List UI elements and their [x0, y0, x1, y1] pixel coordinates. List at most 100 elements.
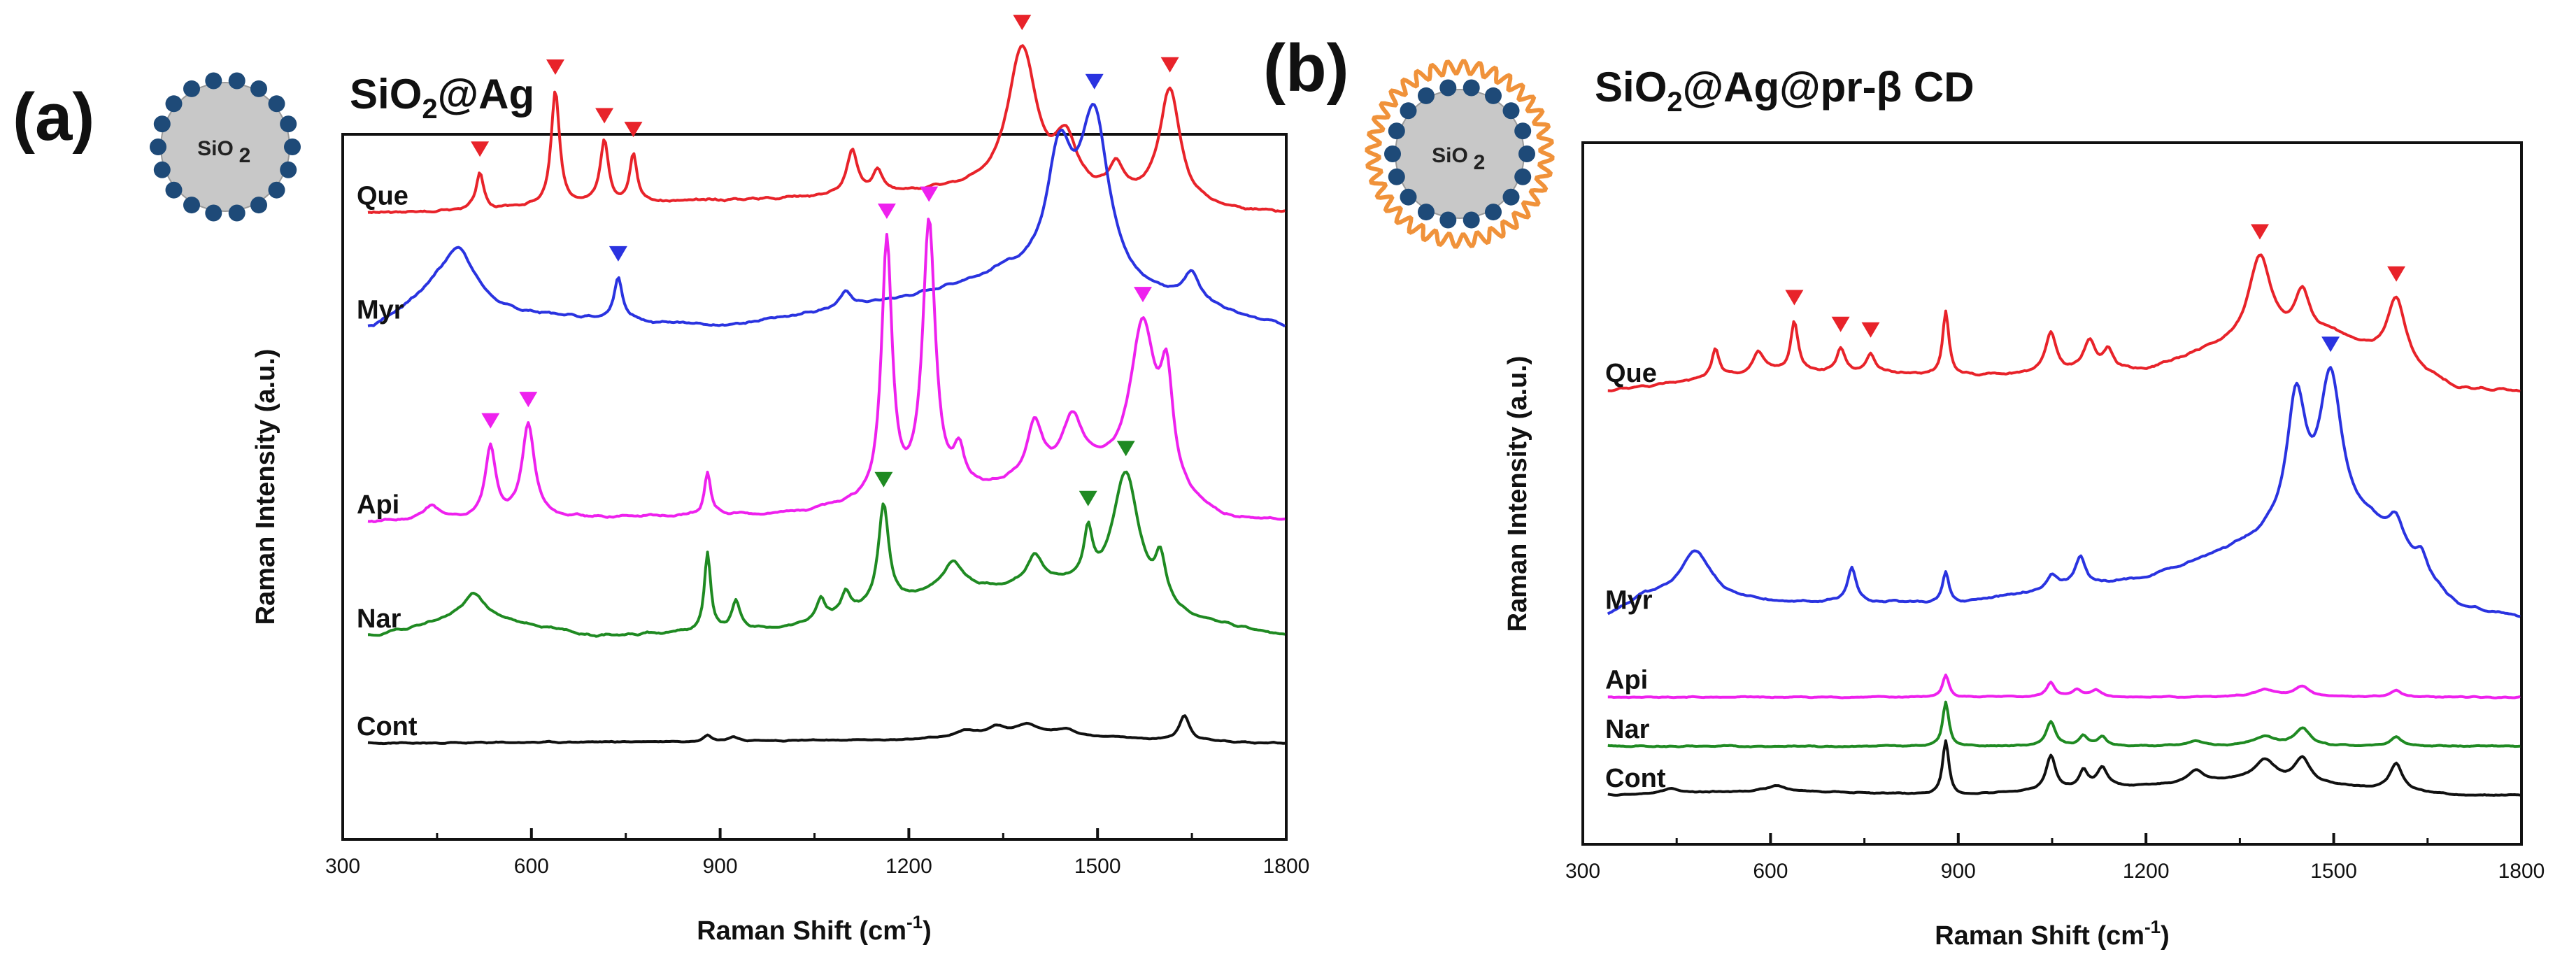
sample-label-nar: Nar [1605, 715, 1650, 744]
peak-marker-que-1600 [2387, 266, 2406, 282]
chart-b-title: SiO2@Ag@pr-β CD [1595, 64, 1974, 118]
sample-label-api: Api [1605, 666, 1648, 695]
peak-marker-myr-738 [609, 246, 627, 262]
peak-marker-que-638 [546, 59, 564, 75]
sample-labels-a: Que Myr Api Nar Cont [357, 181, 418, 741]
sio2-ag-cd-inset: SiO 2 [1365, 59, 1555, 249]
y-axis-title-b: Raman Intensity (a.u.) [1503, 356, 1532, 632]
peak-marker-que-518 [471, 141, 490, 157]
ag-particle [250, 197, 267, 214]
trace-nar [367, 470, 1286, 638]
cyclodextrin-layer [1365, 59, 1555, 249]
x-tick-label-300: 300 [325, 855, 360, 878]
x-tick-label-600: 600 [514, 855, 549, 878]
ag-particle [165, 95, 183, 113]
x-tick-label-1200: 1200 [885, 855, 932, 878]
traces-a [367, 44, 1286, 746]
trace-myr [1607, 366, 2521, 618]
x-axis-ticks-a: 300 600 900 1200 1500 1800 [325, 828, 1309, 878]
ag-particle [1502, 102, 1520, 120]
inset-label: SiO [197, 137, 234, 160]
sample-label-que: Que [1605, 359, 1657, 388]
trace-que [1607, 253, 2521, 393]
ag-particle [153, 115, 171, 133]
ag-particle [1400, 188, 1417, 206]
peak-marker-api-1232 [920, 186, 939, 202]
ag-particle [1518, 145, 1535, 162]
x-axis-title-b: Raman Shift (cm-1) [1935, 916, 2170, 951]
ag-particle [280, 115, 297, 133]
peak-marker-nar-1160 [874, 471, 893, 488]
inset-subscript: 2 [1474, 151, 1486, 174]
panel-a: (a) SiO 2 SiO2@Ag Que Myr Api Nar Cont 300 60… [13, 15, 1309, 946]
sio2-ag-inset: SiO 2 [150, 72, 301, 222]
ag-particle [1439, 211, 1457, 229]
sample-label-myr: Myr [1605, 586, 1653, 616]
ag-particle [1418, 87, 1435, 104]
ag-nanoparticles [1384, 79, 1535, 229]
sample-label-api: Api [357, 490, 399, 520]
ag-particle [1514, 122, 1532, 140]
ag-particle [1388, 168, 1405, 185]
ag-nanoparticles [150, 72, 301, 222]
traces-b [1607, 253, 2521, 797]
peak-markers-b [1785, 224, 2406, 353]
x-tick-label-1500: 1500 [1074, 855, 1121, 878]
peak-marker-que-762 [624, 122, 643, 138]
panel-b: (b) SiO 2 SiO2@Ag@pr-β CD Que Myr Api Nar Co… [1263, 31, 2545, 951]
ag-particle [205, 204, 222, 222]
x-axis-ticks-b: 300 600 900 1200 1500 1800 [1565, 833, 2545, 883]
ag-particle [1463, 211, 1480, 229]
peak-marker-que-1615 [1160, 57, 1179, 73]
peak-marker-que-712 [1831, 316, 1850, 332]
plot-area-b [1581, 141, 2523, 846]
sample-label-myr: Myr [357, 296, 404, 325]
x-tick-label-900: 900 [1941, 860, 1976, 883]
ag-particle [150, 138, 166, 155]
x-tick-label-1800: 1800 [2498, 860, 2545, 883]
peak-marker-api-1165 [877, 204, 896, 219]
trace-nar [1607, 700, 2521, 748]
x-axis-title-a: Raman Shift (cm-1) [697, 911, 932, 946]
ag-particle [1388, 122, 1405, 140]
x-tick-label-1800: 1800 [1263, 855, 1310, 878]
sample-labels-b: Que Myr Api Nar Cont [1605, 359, 1666, 793]
ag-particle [183, 197, 200, 214]
trace-myr [367, 103, 1286, 328]
ag-particle [1400, 102, 1417, 120]
peak-marker-que-760 [1861, 322, 1880, 338]
ag-particle [1384, 145, 1401, 162]
ag-particle [1485, 87, 1502, 104]
peak-markers-a [471, 15, 1179, 506]
sample-label-cont: Cont [1605, 764, 1666, 793]
x-tick-label-600: 600 [1753, 860, 1788, 883]
sample-label-cont: Cont [357, 712, 418, 741]
ag-particle [280, 161, 297, 178]
ag-particle [183, 80, 200, 97]
peak-marker-api-535 [481, 413, 500, 429]
peak-marker-myr-1495 [2321, 336, 2340, 353]
sample-label-nar: Nar [357, 604, 401, 634]
x-tick-label-1200: 1200 [2123, 860, 2170, 883]
peak-marker-api-1572 [1134, 287, 1152, 303]
peak-marker-myr-1495 [1085, 73, 1104, 90]
peak-marker-que-716 [595, 108, 614, 124]
ag-particle [1463, 79, 1480, 97]
chart-a-title: SiO2@Ag [350, 71, 534, 125]
x-tick-label-900: 900 [703, 855, 738, 878]
peak-marker-nar-1545 [1116, 441, 1135, 457]
panel-a-label: (a) [13, 80, 94, 155]
peak-marker-que-1380 [1013, 15, 1032, 31]
trace-cont [367, 714, 1286, 746]
peak-marker-nar-1485 [1079, 490, 1097, 506]
peak-marker-api-595 [519, 392, 538, 408]
panel-b-label: (b) [1263, 31, 1349, 106]
ag-particle [268, 181, 285, 199]
ag-particle [228, 72, 245, 90]
sample-label-que: Que [357, 181, 408, 211]
ag-particle [228, 204, 245, 222]
ag-particle [1514, 168, 1532, 185]
trace-api [1607, 673, 2521, 699]
trace-cont [1607, 739, 2521, 797]
